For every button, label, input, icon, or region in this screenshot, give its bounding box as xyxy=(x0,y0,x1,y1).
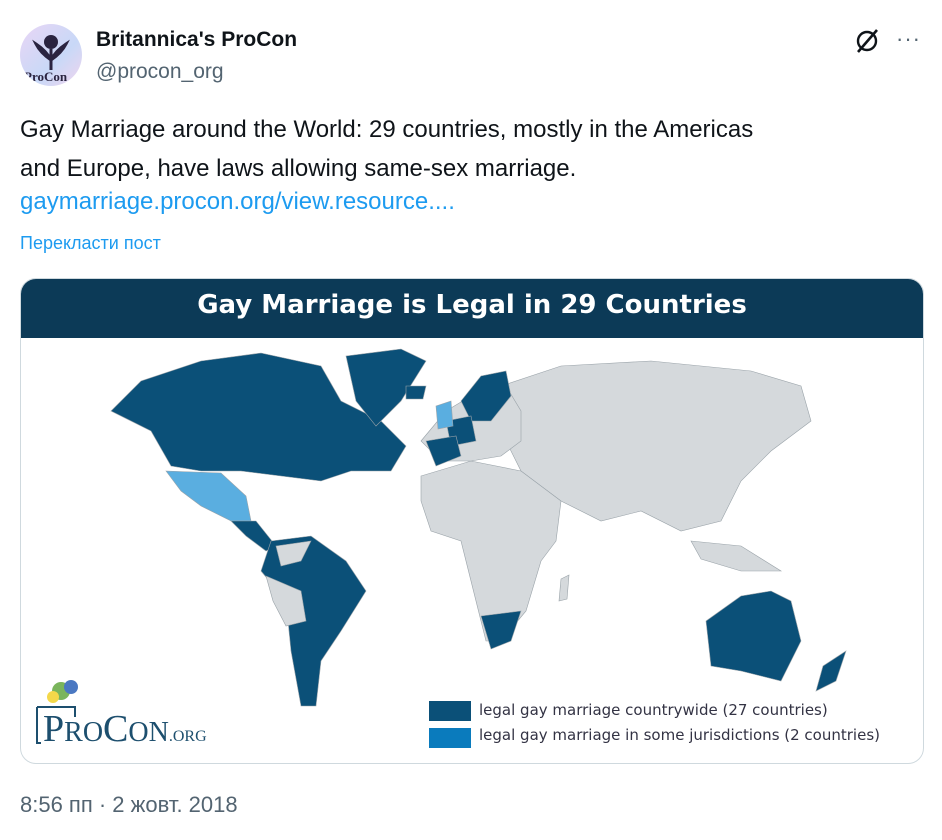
iceland xyxy=(405,385,427,400)
legend-label: legal gay marriage in some jurisdictions… xyxy=(479,726,880,744)
author-handle[interactable]: @procon_org xyxy=(96,60,224,83)
south-america xyxy=(260,535,367,707)
tweet-text-line: and Europe, have laws allowing same-sex … xyxy=(20,155,577,182)
legend-label: legal gay marriage countrywide (27 count… xyxy=(479,701,828,719)
south-africa xyxy=(480,610,522,650)
africa xyxy=(420,460,562,642)
iberia xyxy=(425,435,462,467)
svg-text:ProCon: ProCon xyxy=(24,69,68,84)
venezuela xyxy=(275,540,312,567)
svg-text:PROCON.ORG: PROCON.ORG xyxy=(43,708,207,749)
world-map xyxy=(110,348,847,707)
new-zealand xyxy=(815,650,847,692)
grok-slash-icon[interactable] xyxy=(852,26,882,56)
uk xyxy=(435,400,454,430)
avatar[interactable]: ProCon xyxy=(20,24,82,86)
map-title: Gay Marriage is Legal in 29 Countries xyxy=(197,290,747,320)
procon-logo: PROCON.ORG xyxy=(36,680,207,749)
se-asia-islands xyxy=(690,540,783,572)
tweet-link[interactable]: gaymarriage.procon.org/view.resource.... xyxy=(20,188,455,215)
north-america xyxy=(110,352,407,482)
greenland xyxy=(345,348,427,427)
madagascar xyxy=(558,574,570,602)
author-name[interactable]: Britannica's ProCon xyxy=(96,28,298,51)
legend-swatch-jurisdictions xyxy=(429,728,471,748)
tweet-text-line: Gay Marriage around the World: 29 countr… xyxy=(20,116,754,143)
mexico xyxy=(165,470,252,522)
australia xyxy=(705,590,802,682)
card-header: Gay Marriage is Legal in 29 Countries xyxy=(21,279,923,338)
translate-post-link[interactable]: Перекласти пост xyxy=(20,233,161,253)
map-image-card[interactable]: Gay Marriage is Legal in 29 Countries PR… xyxy=(20,278,924,764)
peru-bolivia xyxy=(265,575,307,627)
procon-thistle-logo: ProCon xyxy=(24,35,70,84)
legend-swatch-countrywide xyxy=(429,701,471,721)
more-dots-icon[interactable]: ··· xyxy=(896,26,921,51)
tweet-timestamp[interactable]: 8:56 пп · 2 жовт. 2018 xyxy=(20,792,238,817)
